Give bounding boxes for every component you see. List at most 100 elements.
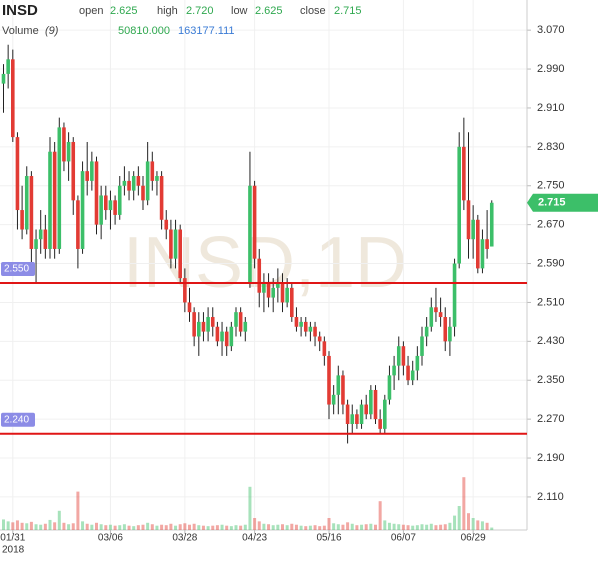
volume-bar [457,506,461,530]
volume-bar [434,525,438,530]
candle-body [1,73,6,84]
volume-bar [276,524,280,530]
y-tick-label: 3.070 [537,24,565,36]
volume-bar [425,524,429,530]
y-tick-label: 2.590 [537,257,565,269]
volume-bar [122,524,126,530]
candle-body [131,176,136,191]
volume-bar [25,523,29,530]
volume-bar [39,524,43,530]
header: INSD open 2.625 high 2.720 low 2.625 clo… [2,2,362,37]
candle-body [38,229,43,240]
volume-bar [132,526,136,530]
candle-body [448,326,452,342]
candle-body [15,137,20,211]
candle-body [117,185,122,215]
candle-body [234,312,238,327]
volume-bar [43,523,47,530]
volume-bar [248,486,252,530]
volume-bar [476,520,480,530]
candle-body [341,375,345,405]
candle-body [266,282,271,298]
volume-bar [243,524,247,530]
y-tick-label: 2.270 [537,413,565,425]
volume-bar [15,520,19,530]
volume-bar [392,523,396,530]
candle-body [48,151,52,249]
volume-bar [299,525,303,530]
x-tick-label: 03/06 [98,533,123,544]
candle-body [383,399,387,429]
volume-bar [453,515,457,530]
x-tick-label: 06/07 [391,533,416,544]
y-tick-label: 2.430 [537,335,565,347]
volume-bar [471,518,475,530]
volume-bar [401,524,405,530]
volume-bar [443,524,447,530]
candle-body [24,176,29,230]
candle-body [396,346,401,366]
volume-bar [90,524,94,530]
volume-bar [197,525,201,530]
candle-body [406,365,410,381]
candle-body [424,326,429,337]
low-label: low [231,5,248,17]
volume-bar [225,525,229,530]
y-tick-label: 2.190 [537,452,565,464]
candle-body [57,127,62,249]
candle-body [438,312,443,318]
volume-bar [257,521,261,530]
volume-bar [378,501,382,530]
candle-body [11,59,15,138]
candle-body [336,375,341,395]
volume-bar [290,523,294,530]
volume-bar [211,525,215,530]
candle-body [6,59,10,74]
candle-body [66,141,71,162]
candle-body [220,331,224,342]
volume-bar [146,522,150,530]
y-tick-label: 2.750 [537,180,565,192]
y-tick-label: 2.990 [537,63,565,75]
candle-body [466,200,471,240]
candle-body [206,317,210,332]
candle-body [248,185,252,283]
candle-body [108,200,113,211]
volume-bar [67,524,71,530]
candle-body [313,326,317,337]
candle-body [34,239,38,249]
volume-bar [178,524,182,530]
volume-bar [71,523,75,530]
symbol: INSD [2,2,38,19]
candle-body [434,307,438,313]
candle-body [178,229,182,279]
volume-bar [411,525,415,530]
volume-bar [439,524,443,530]
volume-bar [192,523,196,530]
y-tick-label: 2.350 [537,374,565,386]
candle-body [145,161,150,201]
volume-bar [62,522,66,530]
volume-bar [281,524,284,530]
candle-body [280,282,285,303]
volume-bar [369,523,373,530]
volume-bar [34,524,38,530]
volume-bar [174,525,178,530]
volume-bar [85,523,89,530]
volume-bar [480,521,484,530]
volume-bar [355,525,359,530]
volume-bar [160,524,164,530]
high-label: high [157,5,178,17]
candle-body [485,239,489,249]
candle-body [252,185,257,259]
volume-bar [267,524,271,530]
volume-bar [206,526,210,530]
x-tick-label: 05/16 [316,533,341,544]
volume-bar [262,523,266,530]
volume-bar [360,524,364,530]
candle-body [271,287,275,298]
candle-body [155,176,159,181]
candle-body [387,375,392,400]
volume-bar [2,519,5,530]
volume-bar [188,524,191,530]
